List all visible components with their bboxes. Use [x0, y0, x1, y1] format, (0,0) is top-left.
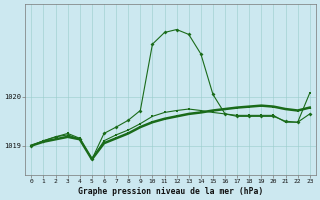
- X-axis label: Graphe pression niveau de la mer (hPa): Graphe pression niveau de la mer (hPa): [78, 187, 263, 196]
